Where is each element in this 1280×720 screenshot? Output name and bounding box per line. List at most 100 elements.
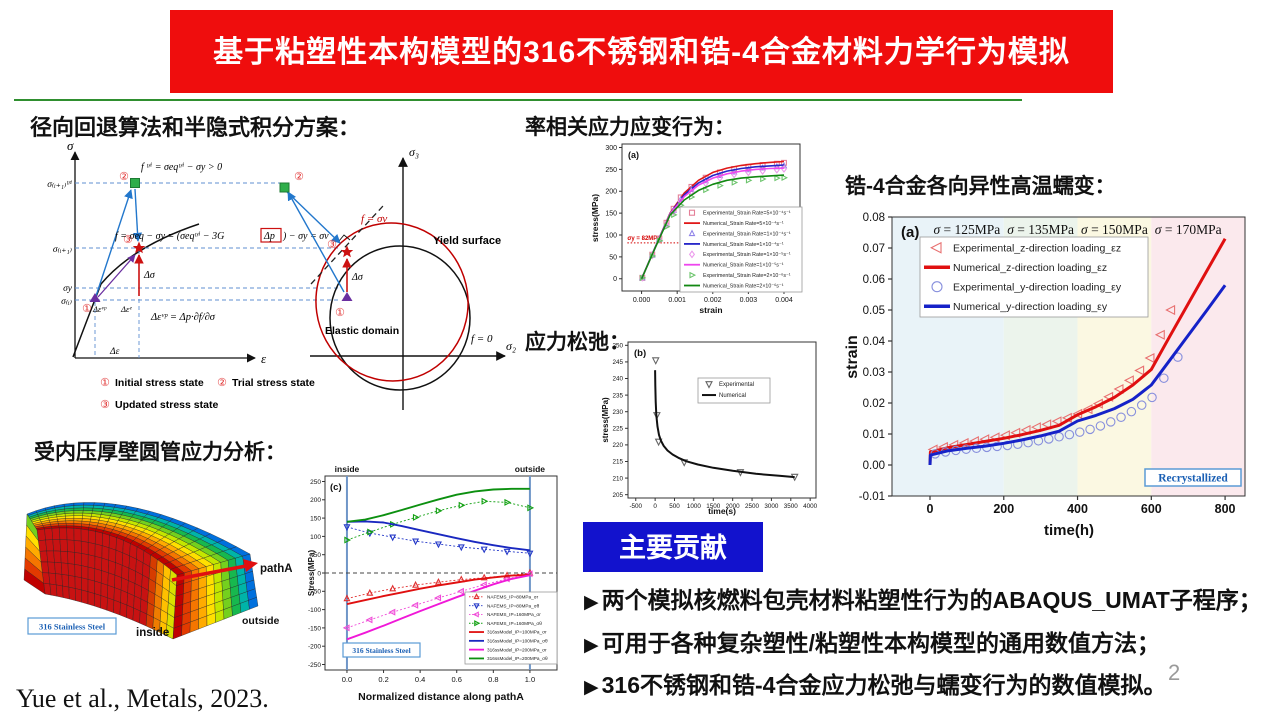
svg-text:0.07: 0.07	[863, 243, 885, 255]
svg-text:NAFEMS_IP=80MPa_σθ: NAFEMS_IP=80MPa_σθ	[487, 603, 540, 608]
num-2-right: ②	[294, 171, 304, 183]
svg-text:2000: 2000	[726, 503, 741, 510]
svg-text:0: 0	[927, 502, 934, 516]
vp-strain-arrow	[97, 254, 136, 298]
svg-text:150: 150	[605, 211, 617, 218]
mesh-top-face	[26, 502, 251, 576]
bullet-item: ▶ 可用于各种复杂塑性/粘塑性本构模型的通用数值方法；	[584, 624, 1160, 658]
patha-stress-chart: 0.0 0.2 0.4 0.6 0.8 1.0 -250 -200 -150 -100 -50 0 50…	[308, 464, 558, 703]
d-eps-e-label: Δεᵉ	[120, 304, 132, 314]
d-sigma-label-right: Δσ	[351, 272, 364, 283]
svg-text:316ssModel_IP=200MPa_σr: 316ssModel_IP=200MPa_σr	[487, 647, 547, 652]
flow-rule-formula: Δεᵛᵖ = Δp·∂f/∂σ	[150, 312, 216, 323]
svg-text:215: 215	[612, 459, 623, 466]
legend-updated: Updated stress state	[115, 399, 218, 411]
num-3: ③	[123, 234, 133, 246]
legend: Experimental_z-direction loading_εz Numer…	[919, 236, 1149, 318]
epsilon-axis-label: ε	[261, 351, 267, 366]
svg-text:0.6: 0.6	[452, 675, 462, 684]
tangent-line	[310, 205, 384, 285]
trial-arrow	[95, 189, 133, 297]
f-sv-label: f = σv	[361, 213, 387, 225]
legend-num-1: ①	[100, 377, 110, 389]
svg-text:outside: outside	[515, 464, 545, 474]
svg-text:316 Stainless Steel: 316 Stainless Steel	[352, 646, 410, 655]
d-eps-label: Δε	[109, 347, 120, 357]
trial-point	[130, 178, 140, 188]
svg-text:inside: inside	[335, 464, 360, 474]
f-zero-label: f = 0	[471, 333, 493, 345]
svg-text:stress(MPa): stress(MPa)	[590, 194, 600, 242]
bullet-arrow-icon: ▶	[584, 677, 599, 698]
hardening-curve	[72, 223, 200, 358]
svg-text:100: 100	[310, 534, 321, 541]
svg-text:0.004: 0.004	[775, 297, 793, 304]
svg-text:Experimental_Strain Rate=5×10⁻: Experimental_Strain Rate=5×10⁻⁴s⁻¹	[703, 211, 791, 217]
stress-relaxation-chart: -500 0 500 1000 1500 2000 2500 3000 3500 4000 205 2…	[601, 341, 818, 516]
svg-text:220: 220	[612, 442, 623, 449]
svg-text:σ = 125MPa: σ = 125MPa	[933, 222, 1000, 237]
legend-num-3: ③	[100, 399, 110, 411]
svg-text:-200: -200	[308, 644, 321, 651]
trial-yield-formula: f ᵗʳⁱ = σeqᵗʳⁱ − σy > 0	[141, 162, 222, 173]
radial-return-diagram: σ ε σ₍ᵢ₊₁₎ᵗʳⁱ σ₍ᵢ₊₁₎ σy σ₍ᵢ₎ ① ② ③ f	[47, 138, 516, 411]
svg-text:0: 0	[653, 503, 657, 510]
sigma-yield-label: σy	[63, 284, 73, 294]
svg-text:3500: 3500	[784, 503, 799, 510]
svg-text:800: 800	[1215, 502, 1236, 516]
update-formula-a: f = σeq − σy = (σeqᵗʳⁱ − 3G	[115, 231, 224, 242]
svg-text:σ = 135MPa: σ = 135MPa	[1007, 222, 1074, 237]
svg-text:0.4: 0.4	[415, 675, 425, 684]
legend-initial: Initial stress state	[115, 377, 204, 389]
num-1: ①	[82, 303, 92, 315]
sigma-axis-label: σ	[67, 138, 74, 153]
num-1-right: ①	[335, 307, 345, 319]
svg-text:316ssModel_IP=200MPa_σθ: 316ssModel_IP=200MPa_σθ	[487, 656, 548, 661]
normal-mark	[338, 234, 351, 242]
patha-arrow	[171, 564, 247, 582]
material-label-box	[27, 617, 117, 635]
legend: Experimental Numerical	[697, 377, 771, 404]
svg-text:250: 250	[612, 343, 623, 350]
title-banner: 基于粘塑性本构模型的316不锈钢和锆-4合金材料力学行为模拟	[170, 10, 1113, 93]
update-formula-c: ) − σy = σv	[282, 231, 329, 242]
svg-text:(b): (b)	[634, 348, 646, 359]
svg-text:Numerical_Strain Rate=1×10⁻⁴s⁻: Numerical_Strain Rate=1×10⁻⁴s⁻¹	[703, 242, 784, 248]
initial-point	[89, 293, 101, 302]
page-number: 2	[1168, 660, 1181, 685]
svg-text:Experimental_Strain Rate=1×10⁻: Experimental_Strain Rate=1×10⁻⁴s⁻¹	[703, 231, 791, 237]
section-heading-algorithm: 径向回退算法和半隐式积分方案：	[30, 115, 361, 140]
svg-text:245: 245	[612, 359, 623, 366]
svg-text:316 Stainless Steel: 316 Stainless Steel	[39, 622, 106, 632]
svg-text:2500: 2500	[745, 503, 760, 510]
stress-strain-chart: 0.000 0.001 0.002 0.003 0.004 0 50 100 150 200 250…	[590, 143, 803, 315]
svg-text:0.001: 0.001	[668, 297, 686, 304]
svg-text:250: 250	[605, 167, 617, 174]
svg-text:0: 0	[613, 276, 617, 283]
dynamic-yield-surface	[315, 222, 469, 382]
svg-text:0.01: 0.01	[863, 429, 885, 441]
svg-text:0.8: 0.8	[488, 675, 498, 684]
svg-text:stress(MPa): stress(MPa)	[601, 397, 610, 443]
section-heading-creep: 锆-4合金各向异性高温蠕变：	[845, 175, 1116, 198]
contributions-banner: 主要贡献	[583, 522, 763, 572]
svg-text:0.0: 0.0	[342, 675, 352, 684]
update-formula-dp: Δp	[263, 231, 275, 242]
svg-text:600: 600	[1141, 502, 1162, 516]
bullet-text: 两个模拟核燃料包壳材料粘塑性行为的ABAQUS_UMAT子程序；	[601, 587, 1262, 613]
creep-chart: 0 200 400 600 800 -0.01 0.00 0.01 0.02 0.03 0.04 0.…	[844, 212, 1246, 539]
svg-text:0.00: 0.00	[863, 460, 885, 472]
svg-text:time(s): time(s)	[708, 506, 736, 516]
svg-text:Recrystallized: Recrystallized	[1158, 473, 1228, 485]
return-arrow	[132, 188, 143, 242]
svg-text:Numerical_z-direction loading_: Numerical_z-direction loading_εz	[953, 262, 1107, 274]
fem-tube-mesh: pathA outside inside 316 Stainless Steel	[23, 502, 292, 640]
section-heading-tube: 受内压厚壁圆管应力分析：	[34, 441, 286, 464]
svg-text:Experimental_y-direction loadi: Experimental_y-direction loading_εy	[953, 281, 1122, 293]
svg-text:outside: outside	[242, 615, 279, 627]
svg-text:4000: 4000	[803, 503, 818, 510]
sigma-init-label: σ₍ᵢ₎	[61, 297, 73, 307]
bullet-item: ▶ 两个模拟核燃料包壳材料粘塑性行为的ABAQUS_UMAT子程序；	[584, 581, 1262, 615]
svg-text:Numerical_y-direction loading_: Numerical_y-direction loading_εy	[953, 301, 1108, 313]
svg-text:316ssModel_IP=100MPa_σr: 316ssModel_IP=100MPa_σr	[487, 630, 547, 635]
